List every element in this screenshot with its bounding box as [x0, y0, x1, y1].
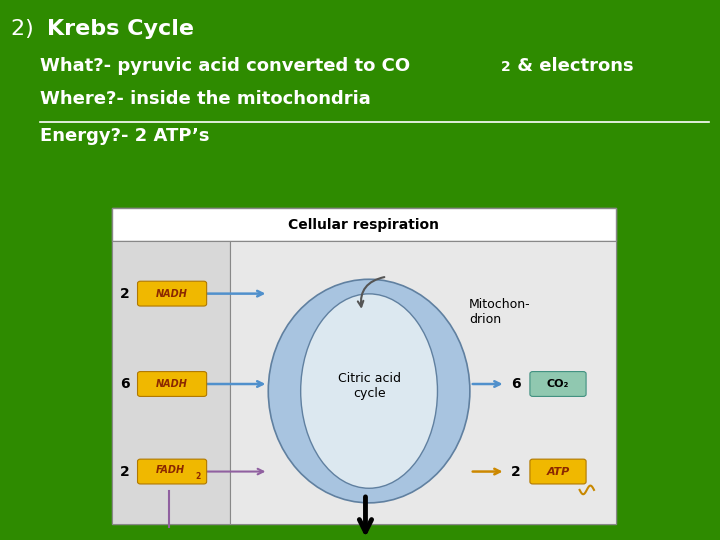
- Text: CO₂: CO₂: [546, 379, 570, 389]
- Text: Energy?- 2 ATP’s: Energy?- 2 ATP’s: [40, 127, 209, 145]
- Text: 2: 2: [511, 464, 521, 478]
- Text: Krebs Cycle: Krebs Cycle: [47, 19, 194, 39]
- Ellipse shape: [301, 294, 438, 488]
- FancyBboxPatch shape: [112, 241, 230, 524]
- Text: NADH: NADH: [156, 379, 188, 389]
- FancyBboxPatch shape: [138, 281, 207, 306]
- Text: 2: 2: [120, 464, 130, 478]
- Text: Mitochon-
drion: Mitochon- drion: [469, 298, 531, 326]
- Text: NADH: NADH: [156, 288, 188, 299]
- Text: & electrons: & electrons: [511, 57, 634, 75]
- Text: What?- pyruvic acid converted to CO: What?- pyruvic acid converted to CO: [40, 57, 410, 75]
- FancyBboxPatch shape: [112, 208, 616, 241]
- Text: Where?- inside the mitochondria: Where?- inside the mitochondria: [40, 90, 370, 108]
- FancyBboxPatch shape: [138, 372, 207, 396]
- FancyBboxPatch shape: [530, 372, 586, 396]
- FancyBboxPatch shape: [112, 208, 616, 524]
- Text: 6: 6: [511, 377, 521, 391]
- Text: 2): 2): [11, 19, 40, 39]
- Ellipse shape: [269, 279, 470, 503]
- FancyBboxPatch shape: [530, 459, 586, 484]
- Text: 2: 2: [120, 287, 130, 301]
- Text: Cellular respiration: Cellular respiration: [288, 218, 439, 232]
- FancyBboxPatch shape: [138, 459, 207, 484]
- FancyBboxPatch shape: [230, 241, 616, 524]
- Text: 2: 2: [500, 60, 510, 74]
- Text: Citric acid
cycle: Citric acid cycle: [338, 372, 400, 400]
- Text: FADH: FADH: [156, 465, 185, 476]
- Text: 2: 2: [195, 472, 200, 481]
- Text: ATP: ATP: [546, 467, 570, 477]
- Text: 6: 6: [120, 377, 130, 391]
